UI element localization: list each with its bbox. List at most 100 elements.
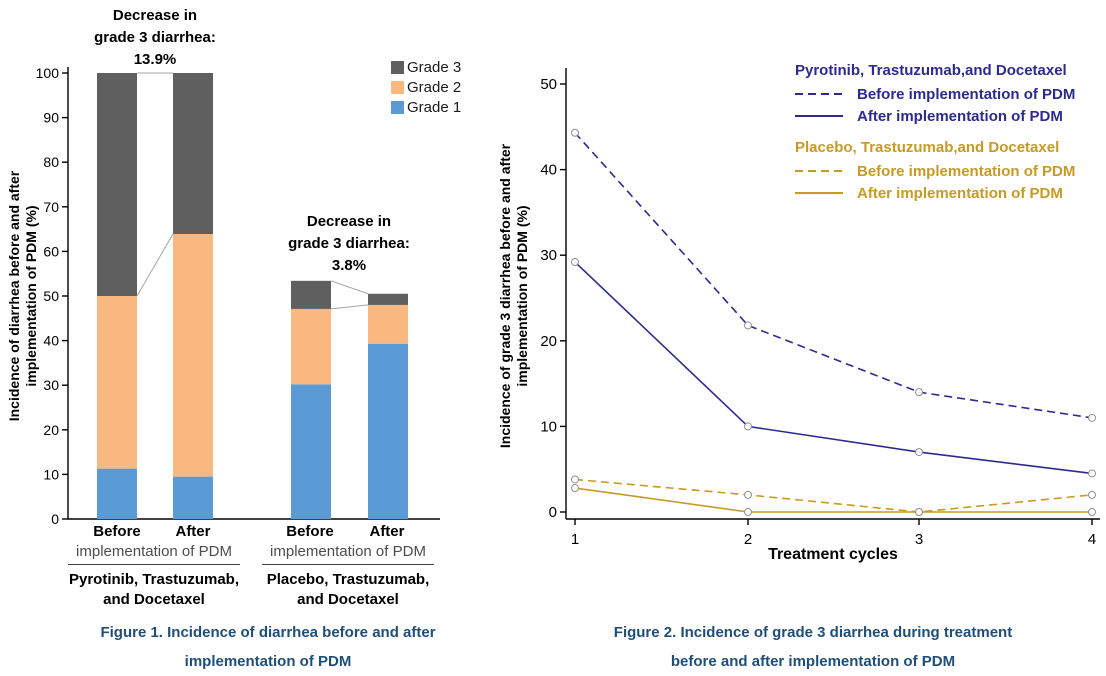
fig2-data-point-marker: [744, 422, 752, 431]
grade1-swatch: [391, 100, 404, 114]
fig1-group2-sublabel: implementation of PDM: [262, 543, 434, 565]
fig1-bar-segment-grade3: [291, 280, 331, 309]
fig2-y-tick-label: 20: [540, 333, 557, 350]
legend-group-title: Pyrotinib, Trastuzumab,and Docetaxel: [795, 62, 1067, 79]
fig2-y-tick-label: 50: [540, 76, 557, 93]
fig1-bar-segment-grade3: [368, 293, 408, 305]
fig1-group1-name: Pyrotinib, Trastuzumab, and Docetaxel: [59, 570, 249, 610]
fig1-y-tick-label: 50: [43, 288, 59, 304]
fig1-y-tick-label: 20: [43, 422, 59, 438]
annotation-line: grade 3 diarrhea:: [288, 235, 410, 252]
fig1-connector-grade3-boundary: [330, 304, 369, 310]
legend-item-grade3: Grade 3: [391, 57, 461, 77]
fig2-series-line-dashed: [574, 478, 1093, 513]
fig2-data-point-marker: [915, 388, 923, 397]
fig2-data-point-marker: [744, 490, 752, 499]
legend-entry-before: Before implementation of PDM: [795, 160, 1105, 182]
fig1-bar-segment-grade3: [97, 73, 137, 296]
fig2-data-point-marker: [915, 508, 923, 516]
fig2-x-tick-label: 3: [915, 531, 923, 548]
fig1-connector-grade3-boundary: [136, 233, 174, 297]
legend-group-title: Placebo, Trastuzumab,and Docetaxel: [795, 139, 1060, 156]
fig2-legend-group-pyrotinib: Pyrotinib, Trastuzumab,and Docetaxel Bef…: [795, 62, 1105, 127]
fig1-caption-line2: implementation of PDM: [184, 653, 352, 670]
fig2-y-tick-label: 30: [540, 247, 557, 264]
grade3-swatch: [391, 60, 404, 74]
fig2-legend: Pyrotinib, Trastuzumab,and Docetaxel Bef…: [795, 62, 1105, 204]
legend-label: Grade 1: [407, 98, 462, 116]
group-name-line: Pyrotinib, Trastuzumab,: [68, 571, 240, 588]
fig1-caption: Figure 1. Incidence of diarrhea before a…: [40, 618, 496, 676]
fig2-data-point-marker: [744, 321, 752, 330]
fig1-y-tick-label: 10: [43, 466, 59, 482]
legend-entry-label: Before implementation of PDM: [857, 85, 1076, 103]
legend-label: Grade 3: [407, 58, 462, 76]
fig1-caption-line1: Figure 1. Incidence of diarrhea before a…: [100, 624, 436, 641]
fig2-data-point-marker: [571, 484, 579, 493]
annotation-line: Decrease in: [306, 213, 392, 230]
fig2-data-point-marker: [571, 475, 579, 484]
group-name-line: and Docetaxel: [297, 591, 399, 608]
fig1-xtick-before-pyrotinib: Before: [93, 523, 141, 540]
fig1-y-tick-label: 90: [43, 110, 59, 126]
fig2-y-axis-title: Incidence of grade 3 diarrhea before and…: [497, 61, 531, 531]
fig2-y-tick-label: 0: [549, 504, 557, 521]
fig1-connector-top: [330, 280, 369, 295]
fig1-y-tick-label: 60: [43, 243, 59, 259]
fig1-bar-segment-grade1: [173, 476, 213, 519]
legend-item-grade2: Grade 2: [391, 77, 461, 97]
legend-entry-before: Before implementation of PDM: [795, 83, 1105, 105]
fig2-data-point-marker: [1088, 469, 1096, 478]
fig2-caption-line2: before and after implementation of PDM: [670, 653, 956, 670]
fig1-bar-segment-grade2: [291, 308, 331, 385]
fig2-data-point-marker: [744, 508, 752, 516]
annotation-value: 3.8%: [331, 257, 367, 274]
fig2-x-tick-label: 4: [1088, 531, 1096, 548]
fig2-x-tick-label: 2: [744, 531, 752, 548]
fig1-xtick-after-pyrotinib: After: [175, 523, 211, 540]
fig2-y-axis-title-line1: Incidence of grade 3 diarrhea before and…: [497, 143, 513, 449]
legend-entry-label: Before implementation of PDM: [857, 162, 1076, 180]
fig2-data-point-marker: [1088, 508, 1096, 516]
fig1-y-tick-label: 40: [43, 333, 59, 349]
legend-entry-label: After implementation of PDM: [857, 184, 1063, 202]
legend-label: Grade 2: [407, 78, 462, 96]
group-name-line: and Docetaxel: [103, 591, 205, 608]
fig2-series-line-solid: [574, 261, 1093, 475]
fig2-data-point-marker: [1088, 490, 1096, 499]
fig1-bar-segment-grade1: [368, 343, 408, 519]
fig1-y-tick-label: 30: [43, 377, 59, 393]
annotation-line: grade 3 diarrhea:: [94, 29, 216, 46]
legend-entry-after: After implementation of PDM: [795, 182, 1105, 204]
fig1-y-tick-label: 70: [43, 199, 59, 215]
group-name-line: Placebo, Trastuzumab,: [266, 571, 430, 588]
fig2-x-axis-title: Treatment cycles: [768, 546, 898, 563]
fig1-group1-sublabel: implementation of PDM: [68, 543, 240, 565]
fig1-group2-name: Placebo, Trastuzumab, and Docetaxel: [253, 570, 443, 610]
fig2-data-point-marker: [1088, 413, 1096, 422]
fig1-bar-segment-grade1: [97, 468, 137, 519]
fig2-legend-group-placebo: Placebo, Trastuzumab,and Docetaxel Befor…: [795, 139, 1105, 204]
fig1-annotation-placebo-decrease: Decrease in grade 3 diarrhea: 3.8%: [239, 211, 459, 277]
fig2-caption-line1: Figure 2. Incidence of grade 3 diarrhea …: [613, 624, 1013, 641]
fig1-bar-segment-grade2: [368, 304, 408, 344]
fig2-x-tick-label: 1: [571, 531, 579, 548]
fig2-data-point-marker: [915, 448, 923, 457]
fig1-y-tick-label: 80: [43, 154, 59, 170]
annotation-line: Decrease in: [112, 7, 198, 24]
fig1-bar-segment-grade1: [291, 384, 331, 519]
solid-line-swatch: [795, 192, 843, 194]
fig2-data-point-marker: [571, 128, 579, 137]
fig2-caption: Figure 2. Incidence of grade 3 diarrhea …: [578, 618, 1048, 676]
fig1-legend: Grade 3 Grade 2 Grade 1: [391, 57, 461, 117]
fig2-y-axis-title-line2: implementation of PDM (%): [514, 205, 530, 387]
dashed-line-swatch: [795, 93, 843, 95]
fig2-y-tick-label: 40: [540, 162, 557, 179]
fig2-line-chart: 0 10 20 30 40 50 1 2 3 4: [540, 68, 1100, 548]
fig2-y-tick-label: 10: [540, 418, 557, 435]
fig1-annotation-pyrotinib-decrease: Decrease in grade 3 diarrhea: 13.9%: [45, 5, 265, 71]
fig1-y-tick-label: 100: [36, 65, 60, 81]
fig1-xtick-before-placebo: Before: [286, 523, 334, 540]
fig1-bar-segment-grade3: [173, 73, 213, 235]
